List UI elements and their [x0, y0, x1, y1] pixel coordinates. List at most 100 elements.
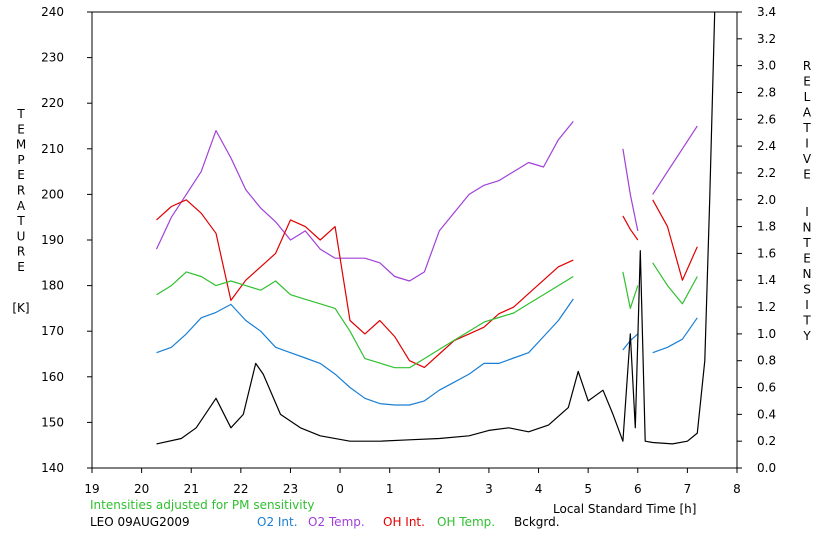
- y-tick-left-label: 140: [41, 461, 64, 475]
- right-axis: 0.0 0.2 0.4 0.6 0.8 1.0 1.2 1.4 1.6 1.8 2.0 2.2 2.4 2…: [737, 5, 776, 475]
- legend-o2-int: O2 Int.: [257, 515, 298, 529]
- y-axis-right-letter: N: [803, 221, 812, 235]
- legend-oh-temp: OH Temp.: [437, 515, 495, 529]
- y-axis-left-letter: E: [17, 260, 25, 274]
- x-tick-label: 8: [733, 482, 741, 496]
- x-tick-label: 0: [336, 482, 344, 496]
- y-axis-right-letter: T: [802, 314, 811, 328]
- y-axis-left-letter: M: [16, 138, 26, 152]
- y-tick-right-label: 0.0: [757, 461, 776, 475]
- legend-oh-int: OH Int.: [383, 515, 425, 529]
- series-oh-int-line: [622, 215, 639, 241]
- y-axis-left-letter: T: [16, 214, 25, 228]
- y-axis-right-letter: Y: [802, 329, 811, 343]
- series-oh-int-line: [156, 199, 574, 368]
- y-tick-left-label: 190: [41, 233, 64, 247]
- y-axis-left-letter: E: [17, 168, 25, 182]
- y-tick-right-label: 2.6: [757, 112, 776, 126]
- y-tick-right-label: 0.8: [757, 354, 776, 368]
- y-tick-left-label: 200: [41, 187, 64, 201]
- y-axis-left-letter: E: [17, 122, 25, 136]
- y-axis-left-letter: R: [17, 245, 25, 259]
- y-tick-right-label: 0.6: [757, 381, 776, 395]
- plot-frame: [91, 11, 738, 469]
- x-tick-label: 2: [435, 482, 443, 496]
- series-layer: [155, 11, 716, 445]
- legend-bckgrd: Bckgrd.: [514, 515, 560, 529]
- left-axis: 140 150 160 170 180 190 200 210 220 230 240: [41, 5, 92, 475]
- sensitivity-note: Intensities adjusted for PM sensitivity: [90, 498, 314, 512]
- x-tick-label: 3: [485, 482, 493, 496]
- y-tick-left-label: 150: [41, 415, 64, 429]
- series-o2-int-line: [156, 298, 574, 406]
- x-tick-label: 4: [535, 482, 543, 496]
- series-oh-temp-line: [156, 271, 574, 369]
- y-axis-right-letter: R: [803, 59, 811, 73]
- y-tick-right-label: 3.2: [757, 32, 776, 46]
- series-oh-temp-line: [652, 262, 698, 305]
- series-o2-int-line: [652, 317, 698, 354]
- series-oh-int-line: [652, 199, 698, 281]
- y-tick-right-label: 1.8: [757, 220, 776, 234]
- y-axis-right-letter: S: [803, 283, 811, 297]
- x-tick-label: 22: [233, 482, 248, 496]
- x-tick-label: 5: [584, 482, 592, 496]
- y-axis-right-letter: E: [803, 75, 811, 89]
- y-tick-left-label: 220: [41, 96, 64, 110]
- y-axis-right-letter: I: [805, 298, 809, 312]
- y-axis-left-letter: P: [17, 153, 24, 167]
- y-axis-left-letter: U: [17, 229, 26, 243]
- y-tick-right-label: 3.4: [757, 5, 776, 19]
- y-axis-left-unit: [K]: [12, 301, 29, 315]
- x-tick-label: 7: [684, 482, 692, 496]
- y-tick-right-label: 1.0: [757, 327, 776, 341]
- series-o2-temp-line: [155, 121, 574, 282]
- y-tick-right-label: 2.0: [757, 193, 776, 207]
- y-tick-left-label: 160: [41, 370, 64, 384]
- series-bckgrd-line: [156, 11, 716, 445]
- y-tick-right-label: 2.8: [757, 85, 776, 99]
- y-axis-left-letter: T: [16, 107, 25, 121]
- x-tick-label: 6: [634, 482, 642, 496]
- y-axis-right-letter: V: [803, 152, 812, 166]
- plot-frame-group: [91, 11, 738, 469]
- y-axis-right-letter: E: [803, 168, 811, 182]
- x-axis-label: Local Standard Time [h]: [553, 502, 696, 516]
- y-axis-right-letter: N: [803, 267, 812, 281]
- y-axis-right-letter: A: [803, 106, 812, 120]
- series-o2-temp-line: [622, 148, 639, 232]
- series-o2-temp-line: [652, 125, 698, 195]
- x-tick-label: 19: [84, 482, 99, 496]
- y-axis-right-letter: T: [802, 236, 811, 250]
- y-tick-right-label: 0.2: [757, 434, 776, 448]
- x-tick-label: 23: [283, 482, 298, 496]
- y-axis-right-letter: E: [803, 252, 811, 266]
- y-axis-right-letter: T: [802, 121, 811, 135]
- y-axis-left-letter: R: [17, 184, 25, 198]
- legend: O2 Int. O2 Temp. OH Int. OH Temp. Bckgrd…: [257, 515, 560, 529]
- y-tick-left-label: 170: [41, 324, 64, 338]
- y-tick-right-label: 2.2: [757, 166, 776, 180]
- y-tick-left-label: 240: [41, 5, 64, 19]
- series-oh-temp-line: [622, 271, 639, 309]
- y-axis-left-letter: A: [17, 199, 26, 213]
- y-tick-left-label: 230: [41, 51, 64, 65]
- station-date: LEO 09AUG2009: [90, 515, 190, 529]
- x-tick-label: 1: [386, 482, 394, 496]
- y-tick-right-label: 1.2: [757, 300, 776, 314]
- y-tick-right-label: 3.0: [757, 59, 776, 73]
- y-tick-left-label: 180: [41, 279, 64, 293]
- x-axis: 19 20 21 22 23 0 1 2 3 4 5 6 7 8: [84, 468, 741, 496]
- y-tick-right-label: 0.4: [757, 407, 776, 421]
- y-tick-right-label: 2.4: [757, 139, 776, 153]
- y-tick-right-label: 1.4: [757, 273, 776, 287]
- x-tick-label: 20: [134, 482, 149, 496]
- y-axis-right-letter: L: [804, 90, 811, 104]
- y-tick-left-label: 210: [41, 142, 64, 156]
- y-tick-right-label: 1.6: [757, 246, 776, 260]
- x-tick-label: 21: [184, 482, 199, 496]
- y-axis-right-letter: I: [805, 137, 809, 151]
